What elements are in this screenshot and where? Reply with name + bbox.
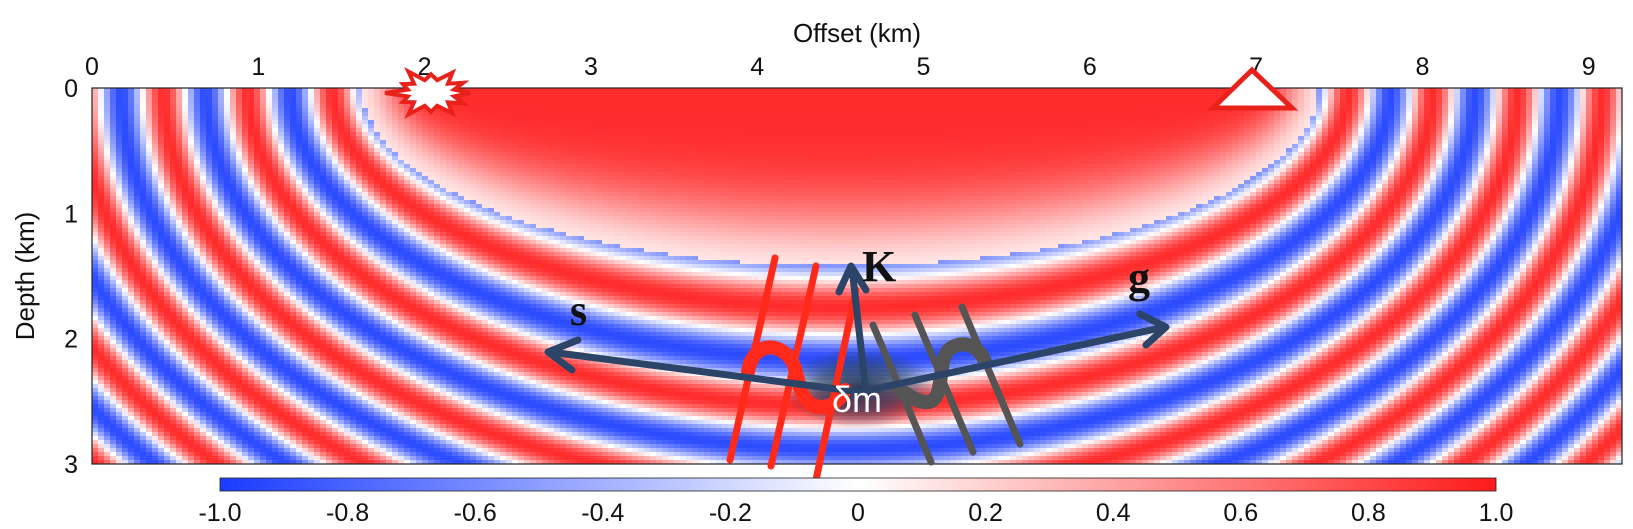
colorbar-tick-label: -0.6 xyxy=(454,499,497,527)
k-arrow xyxy=(835,262,870,396)
y-tick-label: 0 xyxy=(64,75,78,103)
colorbar-tick-label: -0.8 xyxy=(326,499,369,527)
red-wavefront-line xyxy=(812,286,860,484)
colorbar-tick-label: 0.2 xyxy=(968,499,1003,527)
colorbar-tick-labels: -1.0 -0.8 -0.6 -0.4 -0.2 0 0.2 0.4 0.6 0.8 1.0 xyxy=(198,499,1513,527)
y-tick-labels: 0 1 2 3 xyxy=(64,75,78,479)
delta-m-label: δm xyxy=(832,379,882,420)
explosion-star-icon xyxy=(384,66,471,119)
colorbar-tick-label: 0 xyxy=(851,499,865,527)
g-label: g xyxy=(1128,253,1150,302)
gray-wavefront-line xyxy=(958,303,1024,448)
y-axis-title: Depth (km) xyxy=(10,212,40,341)
x-tick-label: 6 xyxy=(1083,53,1097,81)
colorbar-tick-label: 0.4 xyxy=(1096,499,1131,527)
x-tick-label: 9 xyxy=(1582,53,1596,81)
x-tick-label: 4 xyxy=(750,53,764,81)
plot-frame xyxy=(91,87,1623,465)
colorbar-tick-label: -0.2 xyxy=(709,499,752,527)
colorbar-tick-label: 1.0 xyxy=(1479,499,1514,527)
triangle-icon xyxy=(1206,66,1299,111)
arrows xyxy=(544,262,1170,396)
g-arrow xyxy=(856,310,1170,396)
x-tick-label: 5 xyxy=(917,53,931,81)
colorbar-tick-label: 0.6 xyxy=(1223,499,1258,527)
s-arrow xyxy=(544,336,864,396)
gray-wavelet xyxy=(893,337,992,410)
x-tick-label: 2 xyxy=(418,53,432,81)
s-label: s xyxy=(570,286,587,335)
k-label: K xyxy=(862,242,896,291)
colorbar-tick-label: -0.4 xyxy=(581,499,624,527)
y-tick-label: 3 xyxy=(64,451,78,479)
colorbar: -1.0 -0.8 -0.6 -0.4 -0.2 0 0.2 0.4 0.6 0.8 1.0 xyxy=(198,477,1513,527)
colorbar-gradient xyxy=(219,477,1497,492)
colorbar-tick-label: 0.8 xyxy=(1351,499,1386,527)
x-tick-label: 3 xyxy=(584,53,598,81)
x-tick-label: 1 xyxy=(251,53,265,81)
y-tick-label: 2 xyxy=(64,326,78,354)
x-tick-label: 0 xyxy=(85,53,99,81)
y-tick-label: 1 xyxy=(64,200,78,228)
x-axis-title: Offset (km) xyxy=(793,18,921,48)
x-tick-label: 8 xyxy=(1415,53,1429,81)
colorbar-tick-label: -1.0 xyxy=(198,499,241,527)
red-wavelet xyxy=(741,340,852,415)
